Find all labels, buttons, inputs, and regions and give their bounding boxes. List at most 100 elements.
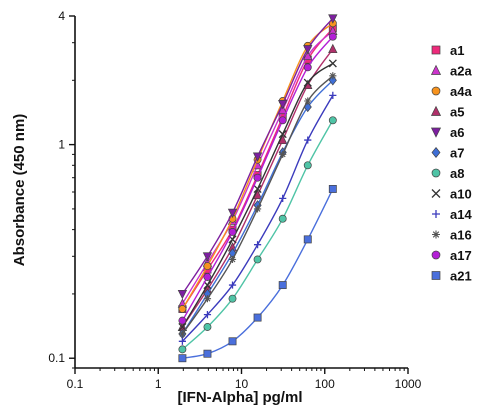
legend-item-a16: a16 [432,228,472,243]
data-point-a8 [228,294,237,303]
y-axis-title: Absorbance (450 nm) [11,114,28,267]
legend-item-a2a: a2a [430,64,472,79]
legend-item-a14: a14 [432,207,472,222]
x-tick-label: 0.1 [67,377,84,391]
legend-marker-a1 [431,45,441,55]
legend-item-a10: a10 [431,187,472,202]
legend-marker-a5 [430,105,442,116]
legend-item-a6: a6 [430,125,464,140]
legend-item-a17: a17 [431,248,472,263]
legend-label-a8: a8 [450,166,464,181]
legend-marker-a4a [431,86,441,96]
legend-label-a2a: a2a [450,64,472,79]
legend-label-a7: a7 [450,146,464,161]
data-point-a14 [203,311,212,319]
data-point-a17 [253,173,262,182]
legend-item-a7: a7 [431,146,464,161]
data-point-a21 [178,354,187,363]
x-tick-label: 10 [235,377,249,391]
data-point-a4a [203,262,212,271]
series-line-a14 [181,95,334,342]
data-point-a17 [228,228,237,236]
x-tick-label: 1 [155,377,162,391]
data-point-a8 [203,323,212,331]
data-point-a6 [252,152,263,162]
legend-marker-a16 [432,230,440,239]
data-point-a17 [178,316,187,325]
data-point-a6 [227,208,238,219]
data-point-a21 [278,281,287,290]
x-axis-title: [IFN-Alpha] pg/ml [178,389,303,406]
data-point-a16 [304,97,312,105]
data-point-a14 [304,136,312,144]
y-tick-label: 4 [58,9,65,23]
data-point-a10 [303,78,312,87]
legend-marker-a8 [431,168,441,178]
data-point-a16 [253,205,262,213]
series-a8 [178,116,337,354]
legend-marker-a14 [432,210,440,218]
axes: 0.1 1 10 100 1000 0.1 1 4 [48,9,421,391]
legend-label-a14: a14 [450,207,472,222]
data-point-a2a [303,50,313,60]
data-point-a10 [203,281,212,290]
legend-label-a6: a6 [450,125,464,140]
data-point-a14 [253,241,262,249]
legend-label-a21: a21 [450,269,472,284]
plot-area [177,14,338,363]
data-point-a17 [278,116,287,125]
data-point-a10 [253,184,262,194]
series-a17 [178,32,337,325]
legend-marker-a21 [431,271,441,280]
data-point-a17 [203,273,212,281]
data-point-a16 [329,72,337,80]
legend-item-a8: a8 [431,166,464,181]
data-point-a21 [328,185,337,193]
y-tick-label: 0.1 [48,351,65,365]
x-tick-label: 1000 [395,377,422,391]
data-point-a21 [203,349,212,358]
legend-label-a16: a16 [450,228,472,243]
data-point-a14 [178,337,186,345]
legend-marker-a10 [431,189,441,198]
data-point-a16 [178,330,186,338]
data-point-a17 [303,63,312,72]
legend-item-a5: a5 [430,105,464,120]
legend-label-a10: a10 [450,187,472,202]
y-tick-label: 1 [58,138,65,152]
data-point-a4a [178,305,187,313]
data-point-a14 [228,281,237,289]
data-point-a6 [202,252,213,262]
legend-marker-a2a [430,64,442,75]
data-point-a8 [178,345,187,354]
data-point-a10 [328,59,337,68]
data-point-a8 [328,116,337,125]
legend-marker-a7 [431,146,441,159]
legend-label-a17: a17 [450,248,472,263]
data-point-a17 [328,32,337,41]
legend-marker-a6 [430,127,442,138]
data-point-a16 [228,255,237,264]
data-point-a10 [278,130,287,139]
data-point-a8 [303,161,312,170]
legend-item-a21: a21 [431,269,472,284]
data-point-a14 [279,194,287,203]
data-point-a21 [303,235,312,244]
data-point-a16 [203,295,212,303]
legend-item-a1: a1 [431,43,464,58]
series-a10 [178,59,337,332]
data-point-a21 [253,313,262,322]
data-point-a6 [303,45,313,55]
legend-label-a4a: a4a [450,84,472,99]
data-point-a21 [228,337,237,346]
data-point-a14 [329,91,337,99]
x-tick-label: 100 [315,377,335,391]
legend: a1 a2a a4a a5 a6 a7 a8 a10 a14 a16 a17 a21 [430,43,472,284]
series-a16 [178,72,337,338]
series-a21 [178,185,337,363]
series-a14 [178,91,337,345]
legend-item-a4a: a4a [431,84,472,99]
data-point-a8 [253,255,262,264]
data-point-a6 [278,100,288,110]
